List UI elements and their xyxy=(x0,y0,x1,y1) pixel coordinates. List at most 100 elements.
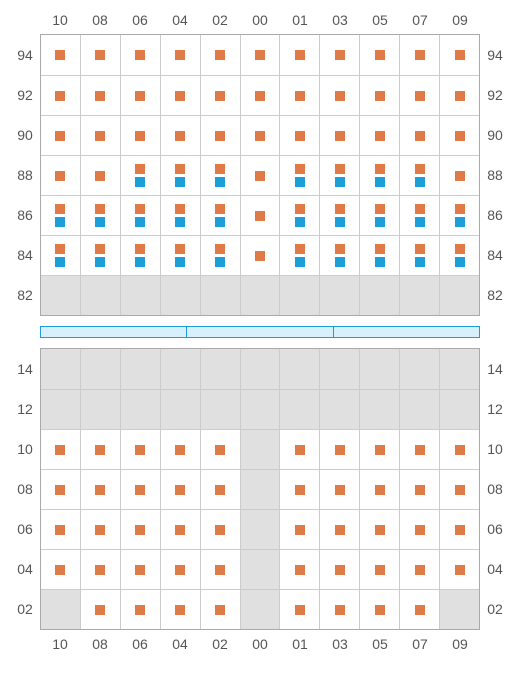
grid-cell xyxy=(201,469,241,509)
orange-marker xyxy=(295,565,305,575)
grid-cell xyxy=(201,429,241,469)
grid-cell xyxy=(81,195,121,235)
grid-cell xyxy=(440,195,479,235)
orange-marker xyxy=(255,251,265,261)
grid-cell xyxy=(360,429,400,469)
column-label: 00 xyxy=(240,12,280,28)
blue-marker xyxy=(135,217,145,227)
grid-cell xyxy=(161,509,201,549)
column-label: 05 xyxy=(360,636,400,652)
row-label: 82 xyxy=(11,287,39,303)
row-label: 12 xyxy=(11,401,39,417)
grid-cell xyxy=(280,509,320,549)
grid-cell xyxy=(320,389,360,429)
grid-cell xyxy=(280,549,320,589)
row-label: 04 xyxy=(11,561,39,577)
orange-marker xyxy=(175,565,185,575)
orange-marker xyxy=(375,131,385,141)
grid-cell xyxy=(41,429,81,469)
orange-marker xyxy=(375,445,385,455)
grid-cell xyxy=(280,115,320,155)
orange-marker xyxy=(55,131,65,141)
grid-cell xyxy=(121,549,161,589)
row-label: 88 xyxy=(481,167,509,183)
grid-cell xyxy=(201,35,241,75)
column-label: 08 xyxy=(80,12,120,28)
grid-cell xyxy=(161,195,201,235)
orange-marker xyxy=(95,485,105,495)
grid-cell xyxy=(400,469,440,509)
orange-marker xyxy=(415,164,425,174)
grid-cell xyxy=(241,155,281,195)
grid-row: 8686 xyxy=(41,195,479,235)
grid-cell xyxy=(81,549,121,589)
orange-marker xyxy=(295,204,305,214)
grid-cell xyxy=(121,275,161,315)
grid-row: 8282 xyxy=(41,275,479,315)
orange-marker xyxy=(415,485,425,495)
orange-marker xyxy=(295,131,305,141)
row-label: 06 xyxy=(11,521,39,537)
orange-marker xyxy=(135,50,145,60)
column-label: 09 xyxy=(440,12,480,28)
grid-cell xyxy=(241,429,281,469)
grid-cell xyxy=(201,155,241,195)
orange-marker xyxy=(135,164,145,174)
orange-marker xyxy=(295,525,305,535)
grid-row: 1010 xyxy=(41,429,479,469)
orange-marker xyxy=(455,50,465,60)
orange-marker xyxy=(455,445,465,455)
grid-cell xyxy=(360,275,400,315)
row-label: 88 xyxy=(11,167,39,183)
grid-cell xyxy=(41,349,81,389)
grid-cell xyxy=(320,115,360,155)
grid-cell xyxy=(41,75,81,115)
grid-cell xyxy=(81,389,121,429)
grid-cell xyxy=(241,589,281,629)
grid-cell xyxy=(400,195,440,235)
orange-marker xyxy=(55,244,65,254)
row-label: 90 xyxy=(11,127,39,143)
grid-cell xyxy=(440,429,479,469)
orange-marker xyxy=(175,91,185,101)
orange-marker xyxy=(55,485,65,495)
grid-cell xyxy=(41,389,81,429)
grid-cell xyxy=(440,389,479,429)
blue-marker xyxy=(415,177,425,187)
row-label: 10 xyxy=(11,441,39,457)
grid-cell xyxy=(201,235,241,275)
grid-cell xyxy=(81,429,121,469)
grid-cell xyxy=(320,429,360,469)
grid-cell xyxy=(360,235,400,275)
grid-cell xyxy=(241,195,281,235)
grid-cell xyxy=(161,389,201,429)
grid-cell xyxy=(440,235,479,275)
orange-marker xyxy=(135,204,145,214)
grid-cell xyxy=(201,349,241,389)
orange-marker xyxy=(135,244,145,254)
row-label: 10 xyxy=(481,441,509,457)
grid-cell xyxy=(400,75,440,115)
column-label: 04 xyxy=(160,12,200,28)
grid-cell xyxy=(320,155,360,195)
orange-marker xyxy=(335,565,345,575)
column-label: 06 xyxy=(120,12,160,28)
blue-marker xyxy=(375,217,385,227)
orange-marker xyxy=(295,91,305,101)
grid-cell xyxy=(440,549,479,589)
blue-marker xyxy=(135,257,145,267)
blue-marker xyxy=(215,257,225,267)
grid-cell xyxy=(161,429,201,469)
orange-marker xyxy=(415,605,425,615)
blue-marker xyxy=(95,257,105,267)
grid-cell xyxy=(201,549,241,589)
orange-marker xyxy=(415,204,425,214)
grid-cell xyxy=(41,589,81,629)
grid-cell xyxy=(360,115,400,155)
orange-marker xyxy=(455,171,465,181)
grid-cell xyxy=(400,35,440,75)
orange-marker xyxy=(375,244,385,254)
grid-cell xyxy=(400,275,440,315)
orange-marker xyxy=(135,565,145,575)
row-label: 02 xyxy=(481,601,509,617)
